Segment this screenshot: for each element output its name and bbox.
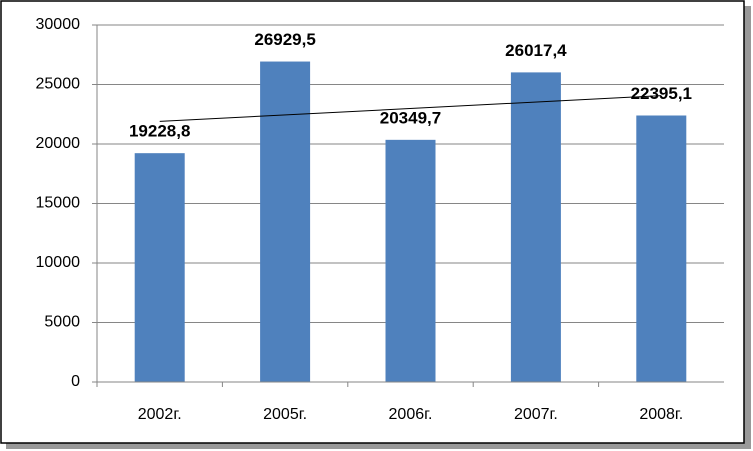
data-label: 26017,4 [505, 41, 567, 60]
trendline [159, 95, 662, 122]
y-tick-label: 5000 [44, 314, 80, 331]
data-label: 26929,5 [254, 30, 315, 49]
x-tick-label: 2008г. [639, 406, 683, 423]
bar [636, 115, 687, 383]
y-tick-label: 10000 [36, 254, 81, 271]
x-tick-label: 2005г. [263, 406, 307, 423]
data-label: 20349,7 [380, 108, 441, 127]
data-label: 22395,1 [631, 84, 692, 103]
y-tick-label: 0 [71, 373, 80, 390]
bar [134, 153, 185, 382]
y-tick-label: 15000 [36, 195, 81, 212]
y-tick-label: 25000 [36, 76, 81, 93]
x-tick-label: 2007г. [514, 406, 558, 423]
bar [260, 61, 311, 383]
y-tick-label: 20000 [36, 135, 81, 152]
y-tick-label: 30000 [36, 16, 81, 33]
x-tick-label: 2006г. [389, 406, 433, 423]
bar [385, 139, 436, 382]
data-label: 19228,8 [129, 122, 190, 141]
bar [510, 72, 561, 382]
frame [0, 0, 745, 444]
x-tick-label: 2002г. [138, 406, 182, 423]
